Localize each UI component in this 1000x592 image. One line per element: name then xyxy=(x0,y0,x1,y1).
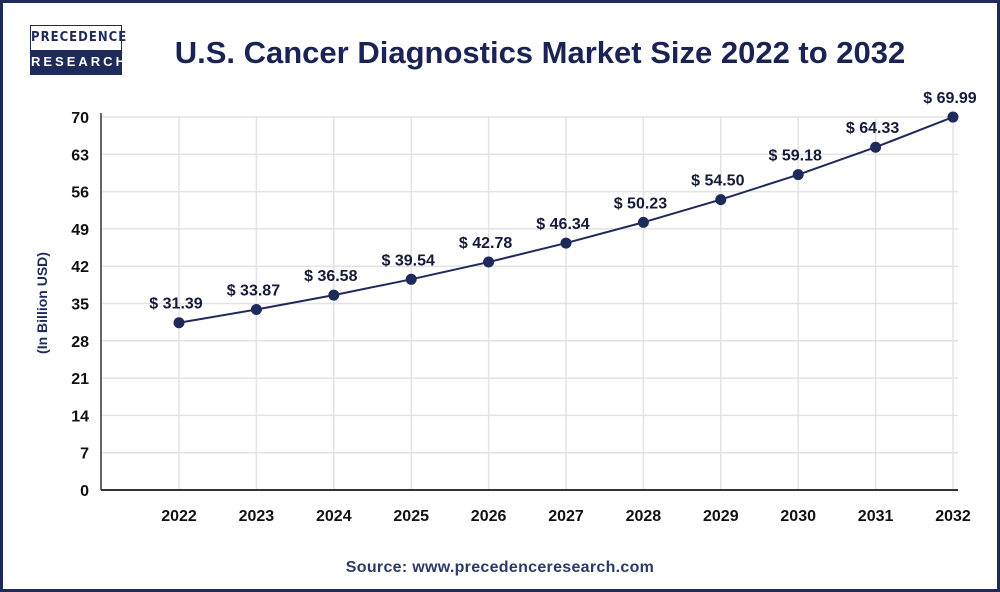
x-tick-label: 2026 xyxy=(471,508,507,525)
data-point xyxy=(870,141,882,153)
data-label: $ 39.54 xyxy=(382,252,435,269)
x-tick-label: 2022 xyxy=(161,508,197,525)
data-label: $ 64.33 xyxy=(846,120,899,137)
data-point xyxy=(483,256,495,268)
chart-title: U.S. Cancer Diagnostics Market Size 2022… xyxy=(174,35,906,70)
data-label: $ 36.58 xyxy=(304,268,357,285)
logo-line1: PRECEDENCE xyxy=(31,26,126,50)
y-tick-label: 7 xyxy=(80,446,89,463)
data-label: $ 31.39 xyxy=(149,296,202,313)
data-point xyxy=(560,237,572,249)
y-tick-label: 28 xyxy=(71,334,89,351)
data-label: $ 59.18 xyxy=(769,148,822,165)
x-tick-label: 2024 xyxy=(316,508,352,525)
x-tick-label: 2032 xyxy=(935,508,971,525)
y-tick-label: 35 xyxy=(71,297,89,314)
data-point xyxy=(715,194,727,206)
data-point xyxy=(328,289,340,301)
y-tick-label: 49 xyxy=(71,222,89,239)
data-label: $ 42.78 xyxy=(459,235,512,252)
data-label: $ 33.87 xyxy=(227,283,280,300)
data-point xyxy=(173,317,185,329)
data-label: $ 54.50 xyxy=(691,173,744,190)
source-text: Source: www.precedenceresearch.com xyxy=(345,559,655,576)
y-tick-label: 70 xyxy=(71,110,89,127)
x-tick-label: 2027 xyxy=(548,508,584,525)
x-tick-label: 2028 xyxy=(626,508,662,525)
y-tick-label: 21 xyxy=(71,371,89,388)
data-label: $ 50.23 xyxy=(614,195,667,212)
y-tick-label: 56 xyxy=(71,185,89,202)
data-point xyxy=(637,216,649,228)
y-tick-label: 0 xyxy=(80,483,89,500)
data-point xyxy=(947,111,959,123)
y-tick-label: 63 xyxy=(71,147,89,164)
x-tick-label: 2023 xyxy=(239,508,275,525)
x-tick-label: 2029 xyxy=(703,508,739,525)
data-point xyxy=(250,304,262,316)
y-tick-label: 14 xyxy=(71,408,89,425)
x-tick-label: 2025 xyxy=(393,508,429,525)
data-point xyxy=(405,273,417,285)
x-tick-label: 2030 xyxy=(780,508,816,525)
x-tick-label: 2031 xyxy=(858,508,894,525)
data-label: $ 46.34 xyxy=(536,216,589,233)
precedence-research-logo: PRECEDENCE RESEARCH xyxy=(30,25,126,75)
data-label: $ 69.99 xyxy=(923,90,976,107)
data-point xyxy=(792,169,804,181)
y-tick-label: 42 xyxy=(71,259,89,276)
logo-line2: RESEARCH xyxy=(31,50,125,74)
line-chart: 0 7 14 21 28 35 42 49 56 63 70 2022 2023 2024 2025 2026… xyxy=(34,90,977,525)
y-axis-label: (In Billion USD) xyxy=(34,252,50,354)
